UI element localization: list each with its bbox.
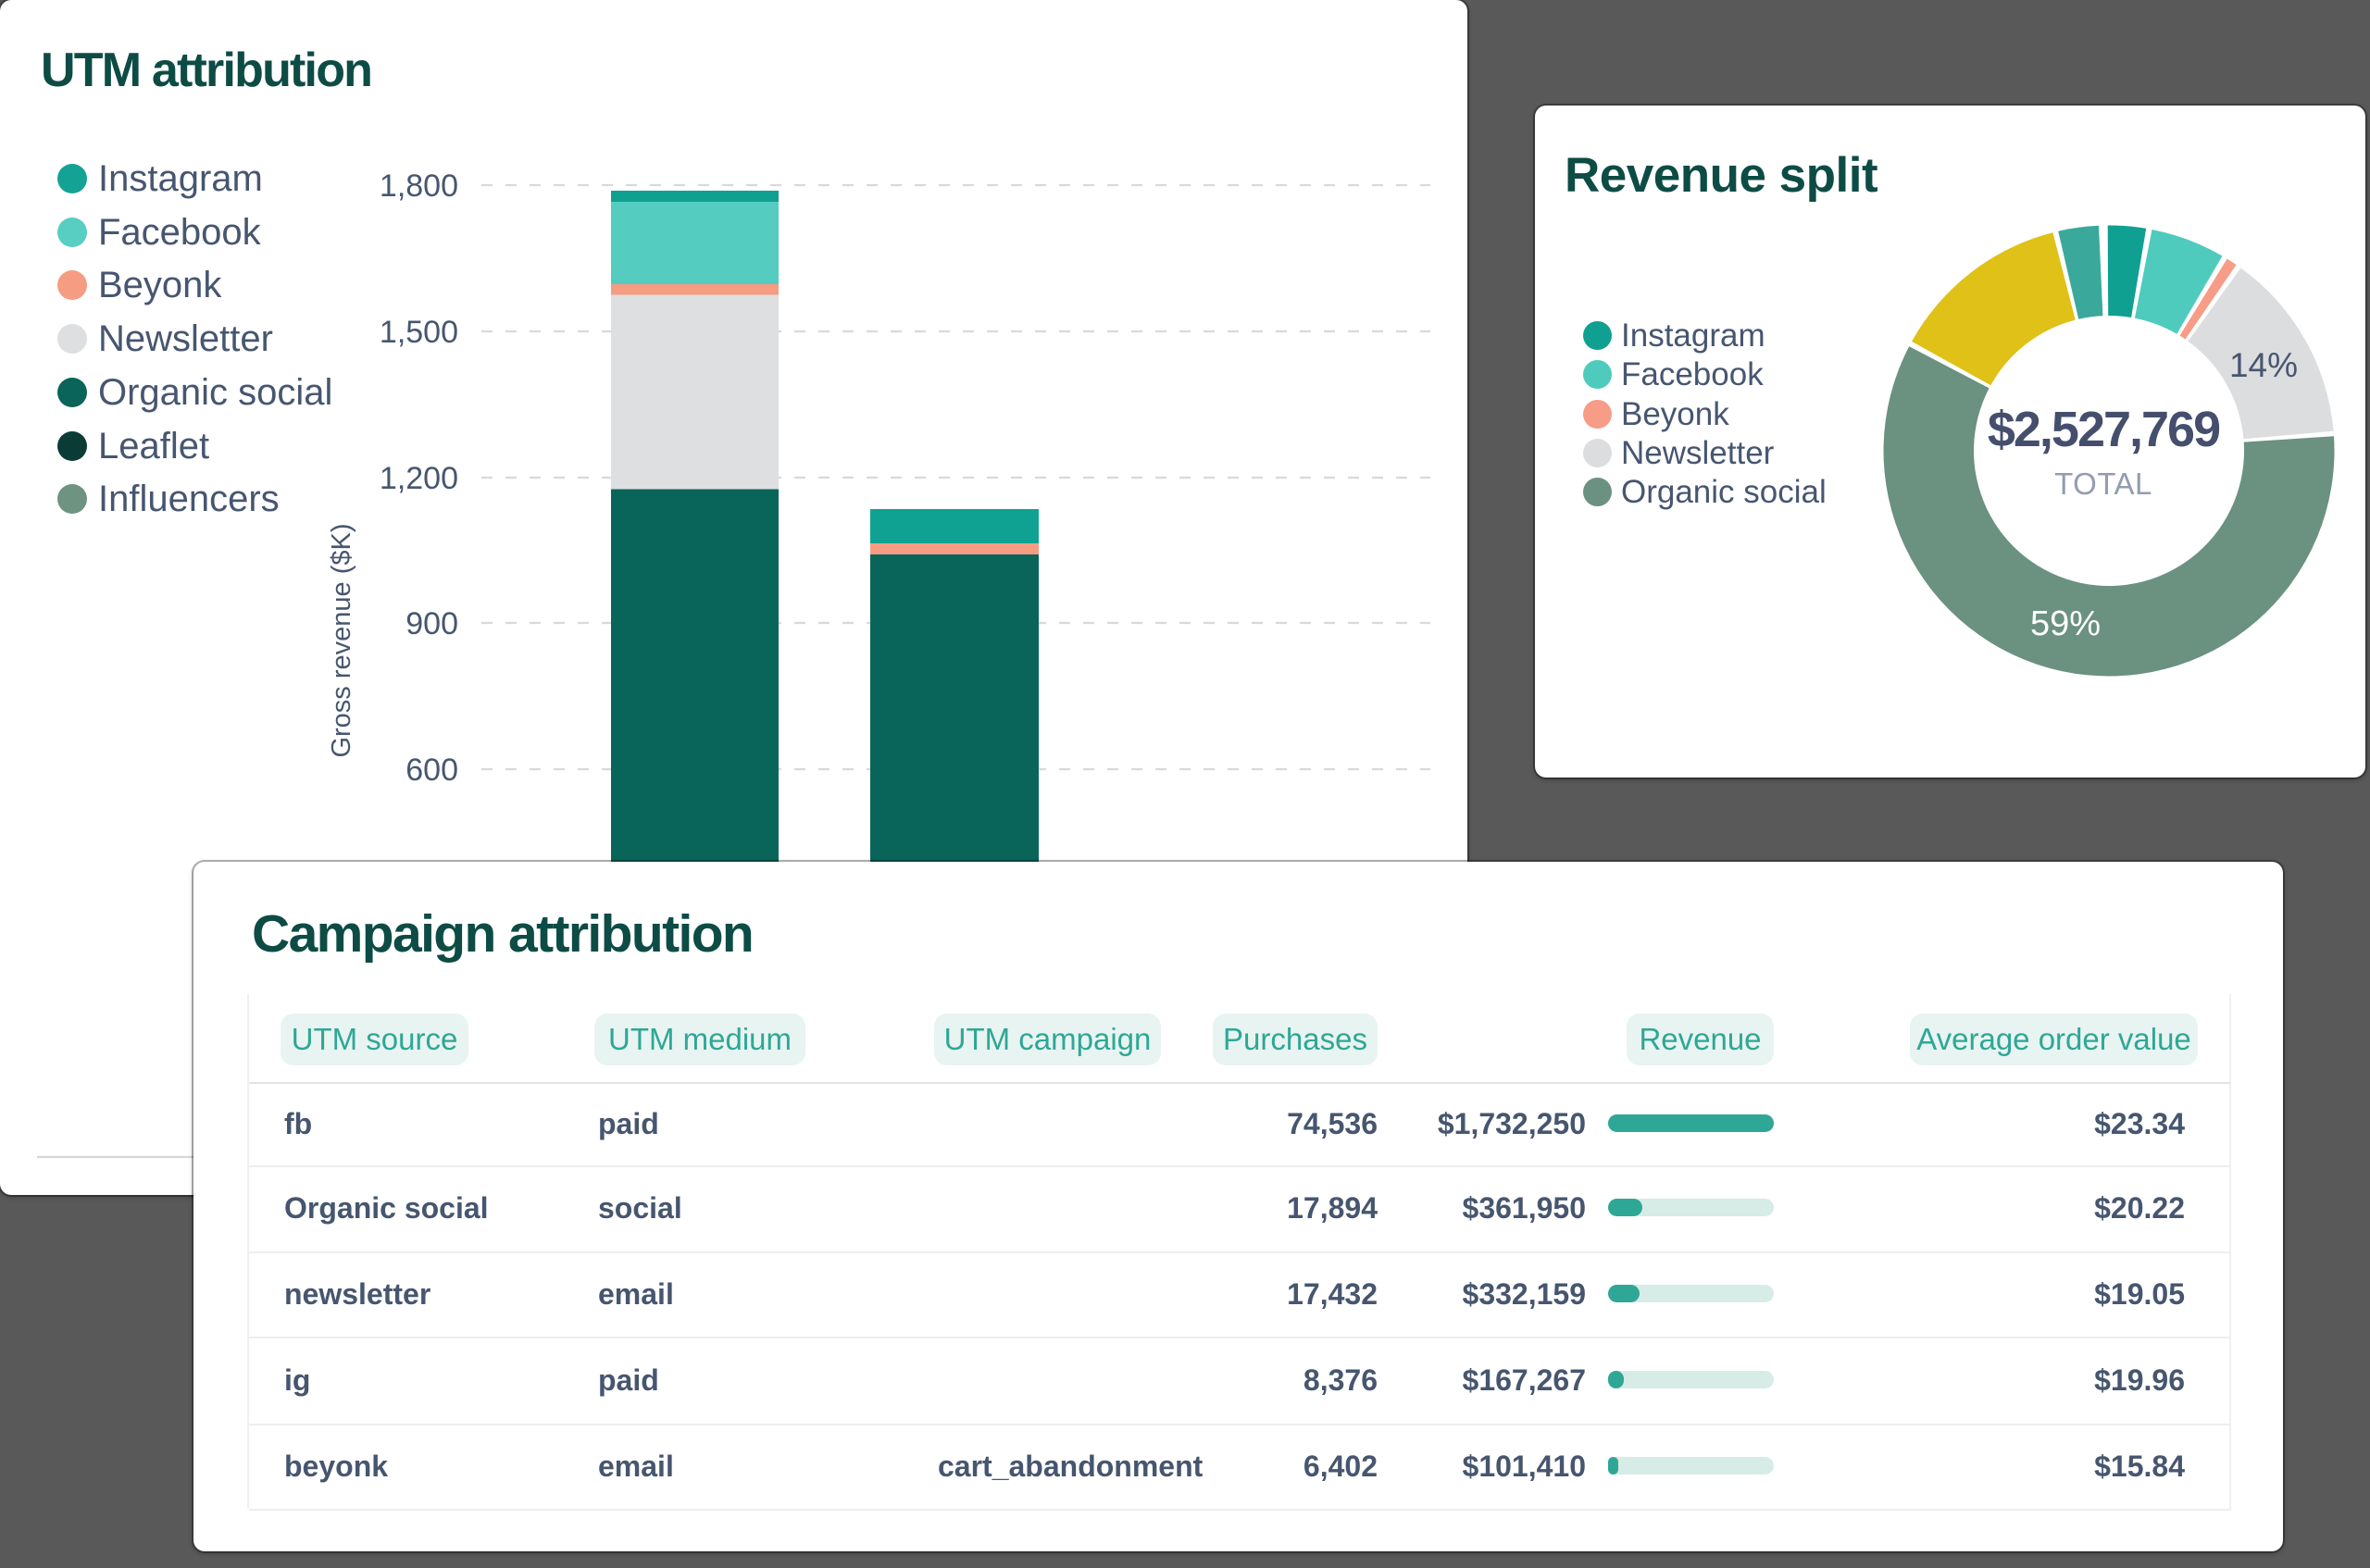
svg-text:900: 900 (405, 606, 458, 641)
svg-text:TOTAL: TOTAL (2054, 467, 2152, 501)
svg-text:59%: 59% (2030, 604, 2101, 643)
svg-text:$2,527,769: $2,527,769 (1988, 402, 2220, 457)
svg-text:1,200: 1,200 (380, 461, 458, 496)
svg-text:600: 600 (405, 753, 458, 788)
svg-text:1,800: 1,800 (380, 168, 458, 204)
svg-text:Gross revenue ($K): Gross revenue ($K) (327, 523, 356, 757)
svg-text:14%: 14% (2229, 346, 2298, 384)
svg-text:1,500: 1,500 (380, 315, 458, 350)
